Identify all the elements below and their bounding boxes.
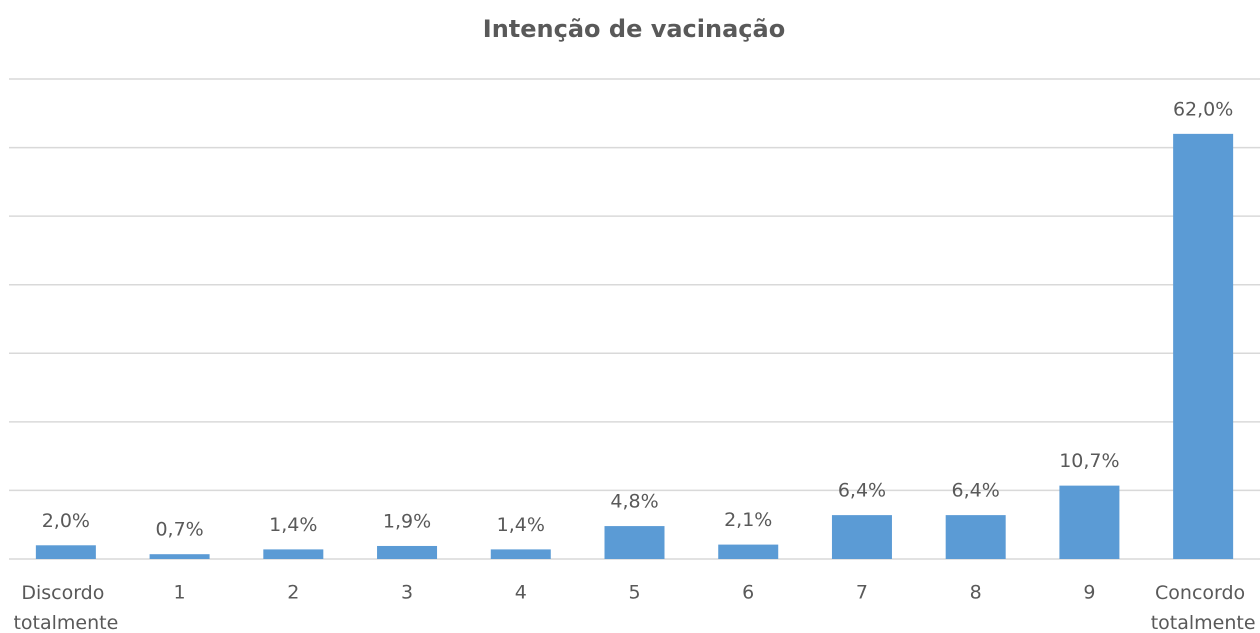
bar bbox=[263, 549, 324, 559]
bar bbox=[945, 515, 1006, 559]
bar bbox=[1173, 133, 1234, 559]
x-tick-label: 6 bbox=[742, 582, 754, 604]
data-label: 6,4% bbox=[838, 480, 886, 502]
x-tick-label: 2 bbox=[287, 582, 299, 604]
bar bbox=[490, 549, 551, 559]
data-label: 0,7% bbox=[155, 519, 203, 541]
x-tick-label: 9 bbox=[1083, 582, 1095, 604]
data-label: 4,8% bbox=[610, 491, 658, 513]
data-label: 6,4% bbox=[952, 480, 1000, 502]
data-label: 2,0% bbox=[42, 510, 90, 532]
x-tick-label: 3 bbox=[401, 582, 413, 604]
bar bbox=[831, 515, 892, 559]
data-label: 10,7% bbox=[1059, 450, 1119, 472]
data-label: 1,4% bbox=[269, 514, 317, 536]
x-tick-label: Concordo totalmente bbox=[1151, 582, 1256, 633]
bar bbox=[35, 545, 96, 559]
bar bbox=[149, 554, 210, 559]
x-tick-label: 5 bbox=[628, 582, 640, 604]
bar bbox=[377, 545, 438, 559]
bar bbox=[604, 526, 665, 559]
x-tick-label: 7 bbox=[856, 582, 868, 604]
x-tick-label: Discordo totalmente bbox=[13, 582, 118, 633]
data-label: 2,1% bbox=[724, 509, 772, 531]
x-tick-label: 1 bbox=[174, 582, 186, 604]
data-label: 1,9% bbox=[383, 510, 431, 532]
data-label: 1,4% bbox=[497, 514, 545, 536]
x-tick-label: 4 bbox=[515, 582, 527, 604]
chart-title: Intenção de vacinação bbox=[483, 15, 785, 43]
bar bbox=[718, 544, 779, 559]
x-tick-label: 8 bbox=[970, 582, 982, 604]
data-label: 62,0% bbox=[1173, 98, 1233, 120]
bar bbox=[1059, 485, 1120, 559]
